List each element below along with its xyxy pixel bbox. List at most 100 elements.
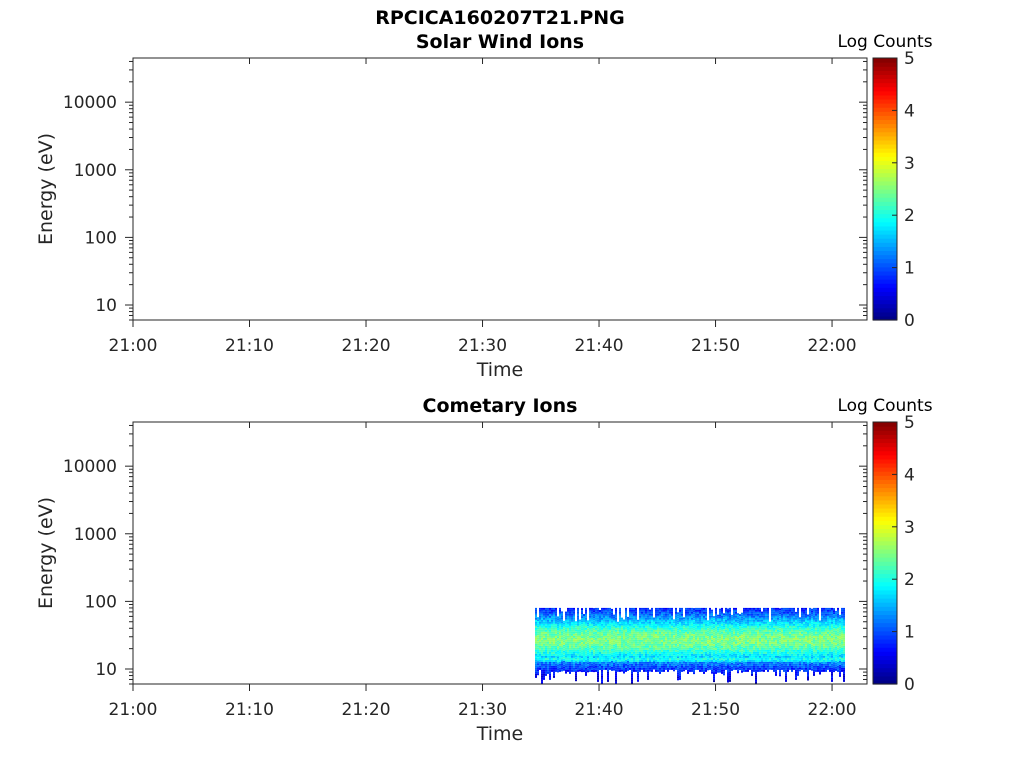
spectrogram-cell (597, 629, 599, 632)
spectrogram-cell (569, 665, 571, 668)
spectrogram-cell (665, 633, 667, 636)
spectrogram-cell (809, 637, 811, 640)
spectrogram-cell (709, 615, 711, 618)
spectrogram-cell (761, 655, 763, 658)
spectrogram-cell (643, 669, 645, 672)
spectrogram-cell (749, 663, 751, 666)
spectrogram-cell (559, 637, 561, 640)
spectrogram-cell (815, 627, 817, 630)
spectrogram-cell (795, 619, 797, 622)
spectrogram-cell (573, 645, 575, 648)
spectrogram-cell (747, 667, 749, 670)
spectrogram-cell (753, 635, 755, 638)
spectrogram-cell (587, 660, 589, 663)
spectrogram-cell (749, 615, 751, 618)
spectrogram-cell (621, 649, 623, 652)
spectrogram-cell (723, 619, 725, 622)
spectrogram-cell (681, 631, 683, 634)
spectrogram-cell (665, 643, 667, 646)
spectrogram-cell (625, 623, 627, 626)
spectrogram-cell (681, 633, 683, 636)
spectrogram-cell (801, 617, 803, 620)
spectrogram-cell (615, 655, 617, 658)
spectrogram-cell (779, 616, 781, 619)
spectrogram-cell (577, 613, 579, 616)
spectrogram-cell (775, 629, 777, 632)
spectrogram-cell (731, 662, 733, 665)
spectrogram-cell (823, 621, 825, 624)
spectrogram-cell (791, 607, 793, 610)
spectrogram-cell (735, 653, 737, 656)
spectrogram-cell (597, 633, 599, 636)
spectrogram-cell (613, 664, 615, 667)
spectrogram-cell (787, 621, 789, 624)
spectrogram-cell (729, 677, 731, 680)
spectrogram-cell (681, 659, 683, 662)
spectrogram-cell (613, 618, 615, 621)
spectrogram-cell (683, 667, 685, 670)
spectrogram-cell (715, 609, 717, 612)
spectrogram-cell (747, 639, 749, 642)
spectrogram-cell (741, 638, 743, 641)
spectrogram-cell (793, 629, 795, 632)
spectrogram-cell (537, 625, 539, 628)
spectrogram-cell (687, 665, 689, 668)
spectrogram-cell (649, 667, 651, 670)
spectrogram-cell (775, 641, 777, 644)
spectrogram-cell (811, 644, 813, 647)
spectrogram-cell (625, 631, 627, 634)
spectrogram-cell (759, 645, 761, 648)
spectrogram-cell (569, 657, 571, 660)
spectrogram-cell (541, 681, 543, 684)
spectrogram-cell (591, 615, 593, 618)
spectrogram-cell (763, 641, 765, 644)
spectrogram-cell (621, 637, 623, 640)
spectrogram-cell (799, 651, 801, 654)
spectrogram-cell (605, 629, 607, 632)
spectrogram-cell (737, 633, 739, 636)
spectrogram-cell (631, 647, 633, 650)
spectrogram-cell (823, 615, 825, 618)
spectrogram-cell (767, 629, 769, 632)
spectrogram-cell (551, 669, 553, 672)
spectrogram-cell (551, 619, 553, 622)
spectrogram-cell (563, 636, 565, 639)
spectrogram-cell (639, 645, 641, 648)
spectrogram-cell (765, 667, 767, 670)
spectrogram-cell (805, 619, 807, 622)
spectrogram-cell (601, 619, 603, 622)
spectrogram-cell (765, 641, 767, 644)
spectrogram-cell (751, 657, 753, 660)
spectrogram-cell (579, 647, 581, 650)
spectrogram-cell (535, 649, 537, 652)
spectrogram-cell (691, 607, 693, 610)
spectrogram-cell (635, 655, 637, 658)
spectrogram-cell (777, 665, 779, 668)
spectrogram-cell (647, 657, 649, 660)
spectrogram-cell (625, 615, 627, 618)
spectrogram-cell (765, 649, 767, 652)
spectrogram-cell (811, 638, 813, 641)
spectrogram-cell (687, 617, 689, 620)
spectrogram-cell (705, 625, 707, 628)
spectrogram-cell (549, 611, 551, 614)
spectrogram-cell (673, 651, 675, 654)
spectrogram-cell (699, 657, 701, 660)
spectrogram-cell (833, 634, 835, 637)
spectrogram-cell (581, 618, 583, 621)
spectrogram-cell (633, 609, 635, 612)
spectrogram-cell (735, 661, 737, 664)
spectrogram-cell (687, 625, 689, 628)
spectrogram-cell (547, 627, 549, 630)
spectrogram-cell (687, 649, 689, 652)
spectrogram-cell (577, 619, 579, 622)
spectrogram-cell (785, 629, 787, 632)
spectrogram-cell (659, 631, 661, 634)
spectrogram-cell (739, 614, 741, 617)
spectrogram-cell (703, 637, 705, 640)
spectrogram-cell (757, 649, 759, 652)
spectrogram-cell (727, 640, 729, 643)
colorbar-segment (873, 189, 897, 194)
spectrogram-cell (545, 659, 547, 662)
spectrogram-cell (755, 663, 757, 666)
